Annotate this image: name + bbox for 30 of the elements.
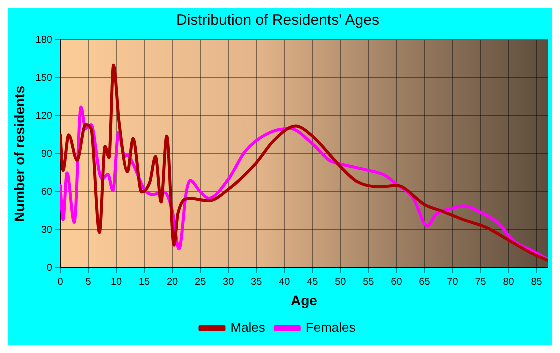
x-tick-label: 30: [223, 276, 235, 288]
x-tick-label: 75: [475, 276, 487, 288]
chart-title: Distribution of Residents' Ages: [176, 12, 380, 30]
x-tick-label: 15: [138, 276, 151, 288]
x-tick-label: 70: [447, 276, 459, 288]
x-tick-label: 5: [86, 276, 92, 288]
legend-label: Males: [230, 320, 266, 336]
x-tick-label: 50: [335, 276, 347, 288]
x-tick-label: 45: [307, 276, 319, 288]
x-tick-label: 55: [363, 276, 375, 288]
y-tick-label: 180: [36, 34, 53, 46]
x-tick-label: 10: [110, 276, 123, 288]
y-axis-title: Number of residents: [11, 86, 28, 222]
x-tick-label: 80: [503, 276, 515, 288]
x-tick-label: 60: [391, 276, 403, 288]
y-tick-label: 120: [36, 110, 53, 122]
y-tick-label: 150: [36, 72, 53, 84]
x-tick-label: 20: [166, 276, 179, 288]
x-tick-label: 0: [58, 276, 64, 288]
x-axis-title: Age: [291, 292, 318, 308]
x-tick-label: 65: [419, 276, 431, 288]
y-tick-label: 90: [41, 148, 53, 160]
y-tick-label: 30: [41, 224, 53, 236]
y-tick-label: 60: [41, 186, 53, 198]
x-tick-label: 25: [195, 276, 207, 288]
x-tick-label: 85: [531, 276, 543, 288]
legend-label: Females: [306, 320, 356, 336]
y-tick-label: 0: [46, 262, 53, 274]
x-tick-label: 40: [279, 276, 291, 288]
x-tick-label: 35: [251, 276, 263, 288]
